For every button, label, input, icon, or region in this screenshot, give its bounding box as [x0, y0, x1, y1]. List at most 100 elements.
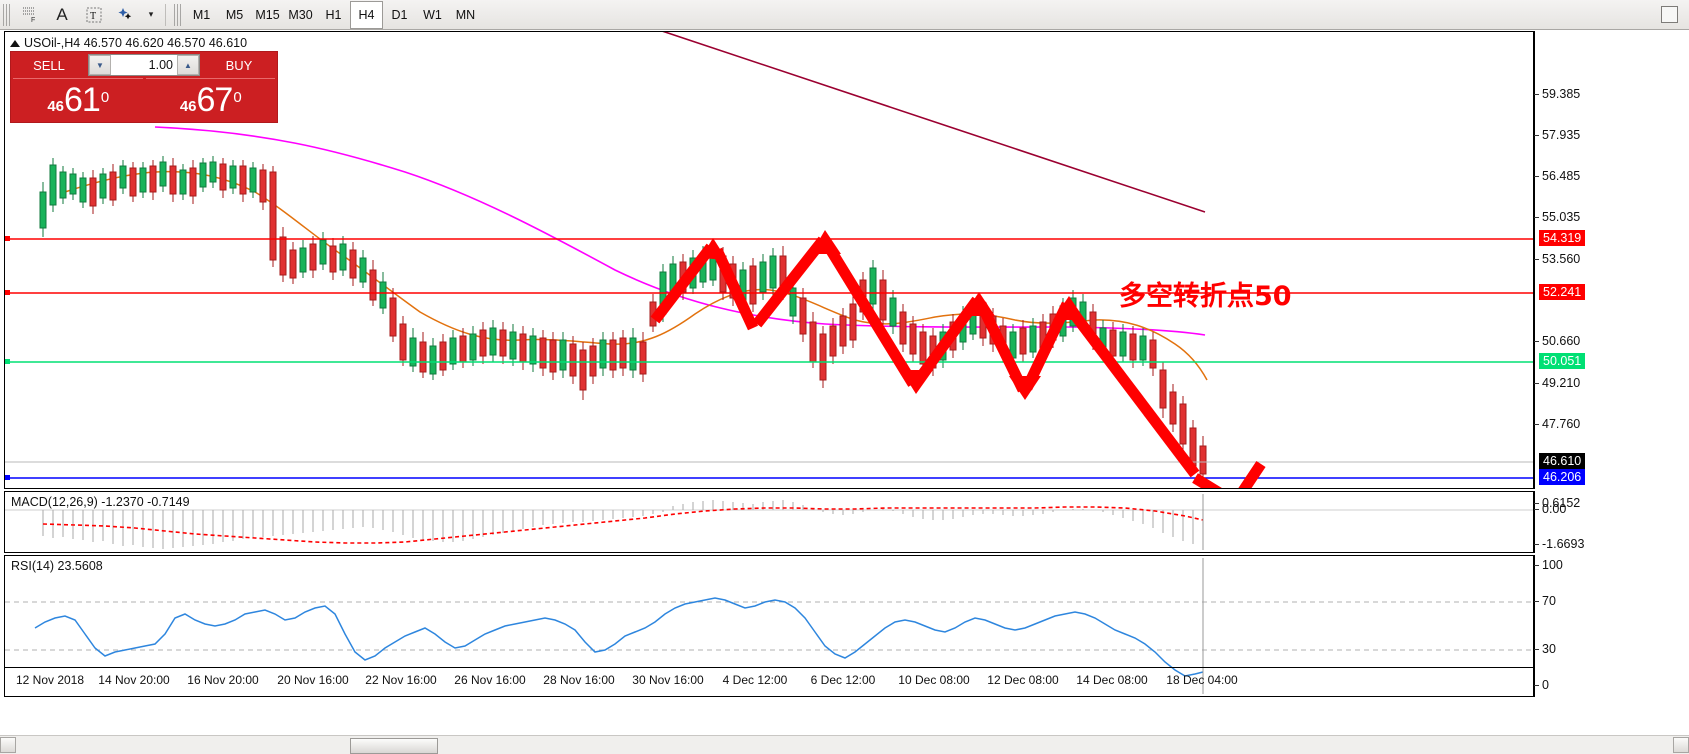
timeframe-group: M1 M5 M15 M30 H1 H4 D1 W1 MN	[185, 0, 482, 29]
volume-decrease-icon[interactable]: ▼	[89, 55, 111, 75]
buy-button[interactable]: BUY	[203, 54, 275, 76]
time-axis-label: 6 Dec 12:00	[810, 673, 876, 687]
time-axis-label: 10 Dec 08:00	[898, 673, 970, 687]
buy-price-box[interactable]: 46 67 0	[145, 78, 275, 120]
price-axis-line	[1534, 31, 1535, 489]
rsi-chart-svg	[5, 558, 1533, 694]
one-click-trading-panel[interactable]: SELL ▼ 1.00 ▲ BUY 46 61 0 46 67 0	[10, 51, 278, 123]
price-axis-highlight-label[interactable]: 46.206	[1539, 469, 1586, 485]
scrollbar-thumb[interactable]	[350, 738, 438, 754]
horizontal-scrollbar[interactable]	[0, 735, 1689, 754]
time-axis-label: 30 Nov 16:00	[632, 673, 704, 687]
rsi-axis[interactable]: 100 70 30 0	[1534, 555, 1685, 697]
time-axis[interactable]: 12 Nov 2018 14 Nov 20:00 16 Nov 20:00 20 No…	[4, 667, 1534, 691]
dropdown-arrow-icon[interactable]: ▾	[148, 9, 154, 19]
timeframe-grip[interactable]	[174, 3, 183, 26]
timeframe-m5[interactable]: M5	[225, 7, 244, 22]
timeframe-mn[interactable]: MN	[455, 7, 476, 22]
toolbar-separator	[165, 3, 166, 26]
sell-price-fraction: 0	[100, 89, 110, 106]
symbol-header: USOil-,H4 46.570 46.620 46.570 46.610	[10, 36, 247, 50]
price-axis-tick	[1534, 383, 1539, 384]
price-axis-tick	[1534, 424, 1539, 425]
crosshair-icon[interactable]: F	[15, 1, 45, 29]
macd-panel[interactable]: MACD(12,26,9) -1.2370 -0.7149	[4, 491, 1534, 553]
macd-axis-label: -1.6693	[1542, 537, 1585, 551]
timeframe-m1[interactable]: M1	[192, 7, 211, 22]
macd-axis-label: 0.00	[1542, 502, 1567, 516]
rsi-axis-label: 100	[1542, 558, 1563, 572]
rsi-axis-tick	[1534, 649, 1539, 650]
rsi-axis-label: 70	[1542, 594, 1556, 608]
rsi-caption: RSI(14) 23.5608	[11, 559, 103, 573]
toolbar: F A T ▾ M1 M5 M15 M30 H1 H4 D1 W1 MN	[0, 0, 1689, 30]
symbol-header-text: USOil-,H4 46.570 46.620 46.570 46.610	[24, 36, 248, 50]
time-axis-line	[4, 667, 1534, 668]
timeframe-d1[interactable]: D1	[391, 7, 408, 22]
time-axis-label: 12 Nov 2018	[15, 673, 85, 687]
rsi-axis-tick	[1534, 601, 1539, 602]
price-axis-highlight-label[interactable]: 46.610	[1539, 453, 1586, 469]
scroll-left-icon[interactable]	[0, 737, 16, 753]
timeframe-w1[interactable]: W1	[423, 7, 442, 22]
price-axis-label: 57.935	[1542, 128, 1581, 142]
svg-text:T: T	[90, 11, 96, 22]
scroll-right-icon[interactable]	[1673, 737, 1689, 753]
timeframe-m30[interactable]: M30	[288, 7, 313, 22]
time-axis-label: 16 Nov 20:00	[187, 673, 259, 687]
arrow-heads	[701, 230, 1085, 400]
rsi-panel[interactable]: RSI(14) 23.5608	[4, 555, 1534, 697]
price-axis-label: 53.560	[1542, 252, 1581, 266]
buy-price-fraction: 0	[233, 89, 242, 106]
time-axis-label: 22 Nov 16:00	[365, 673, 437, 687]
timeframe-m15[interactable]: M15	[255, 7, 280, 22]
price-axis-tick	[1534, 341, 1539, 342]
window-icon[interactable]	[1654, 1, 1684, 29]
price-axis-label: 59.385	[1542, 87, 1581, 101]
time-axis-label: 14 Nov 20:00	[98, 673, 170, 687]
time-axis-label: 18 Dec 04:00	[1166, 673, 1238, 687]
price-axis-label: 55.035	[1542, 210, 1581, 224]
trade-controls-row: SELL ▼ 1.00 ▲ BUY	[11, 52, 277, 78]
volume-stepper[interactable]: ▼ 1.00 ▲	[88, 54, 200, 76]
time-axis-label: 28 Nov 16:00	[543, 673, 615, 687]
buy-price-main: 67	[196, 81, 234, 119]
chart-area: 59.385 57.935 56.485 55.035 53.560 50.660 49.2…	[4, 31, 1685, 731]
collapse-triangle-icon[interactable]	[10, 40, 20, 48]
price-axis[interactable]: 59.385 57.935 56.485 55.035 53.560 50.660 49.2…	[1534, 31, 1685, 489]
chart-annotation-text: 多空转折点50	[1119, 281, 1292, 312]
price-chart-svg	[5, 32, 1533, 488]
time-axis-label: 14 Dec 08:00	[1076, 673, 1148, 687]
price-axis-highlight-label[interactable]: 52.241	[1539, 284, 1586, 300]
volume-increase-icon[interactable]: ▲	[177, 55, 199, 75]
toolbar-grip[interactable]	[3, 3, 12, 26]
svg-text:F: F	[31, 17, 35, 23]
price-axis-highlight-label[interactable]: 50.051	[1539, 353, 1586, 369]
timeframe-h4[interactable]: H4	[350, 0, 383, 29]
sell-price-box[interactable]: 46 61 0	[13, 78, 143, 120]
macd-axis-label: 0.6152	[1542, 496, 1581, 510]
macd-axis-tick	[1534, 503, 1539, 504]
label-tool-icon[interactable]: T	[79, 1, 109, 29]
price-axis-tick	[1534, 259, 1539, 260]
objects-icon[interactable]	[111, 1, 141, 29]
sell-price-main: 61	[64, 81, 101, 119]
rsi-line	[34, 597, 1204, 677]
macd-axis-tick	[1534, 544, 1539, 545]
price-axis-tick	[1534, 217, 1539, 218]
buy-price-integer: 46	[179, 98, 197, 115]
text-tool-icon[interactable]: A	[56, 4, 68, 24]
price-axis-label: 47.760	[1542, 417, 1581, 431]
rsi-axis-tick	[1534, 685, 1539, 686]
macd-axis[interactable]: 0.6152 0.00 -1.6693	[1534, 491, 1685, 553]
price-panel[interactable]	[4, 31, 1534, 489]
timeframe-h1[interactable]: H1	[325, 7, 342, 22]
rsi-axis-label: 30	[1542, 642, 1556, 656]
price-axis-highlight-label[interactable]: 54.319	[1539, 230, 1586, 246]
volume-value[interactable]: 1.00	[148, 58, 173, 72]
rsi-axis-label: 0	[1542, 678, 1549, 692]
price-axis-label: 50.660	[1542, 334, 1581, 348]
sell-button[interactable]: SELL	[13, 54, 85, 76]
time-axis-label: 4 Dec 12:00	[722, 673, 788, 687]
macd-histogram	[42, 500, 1204, 549]
